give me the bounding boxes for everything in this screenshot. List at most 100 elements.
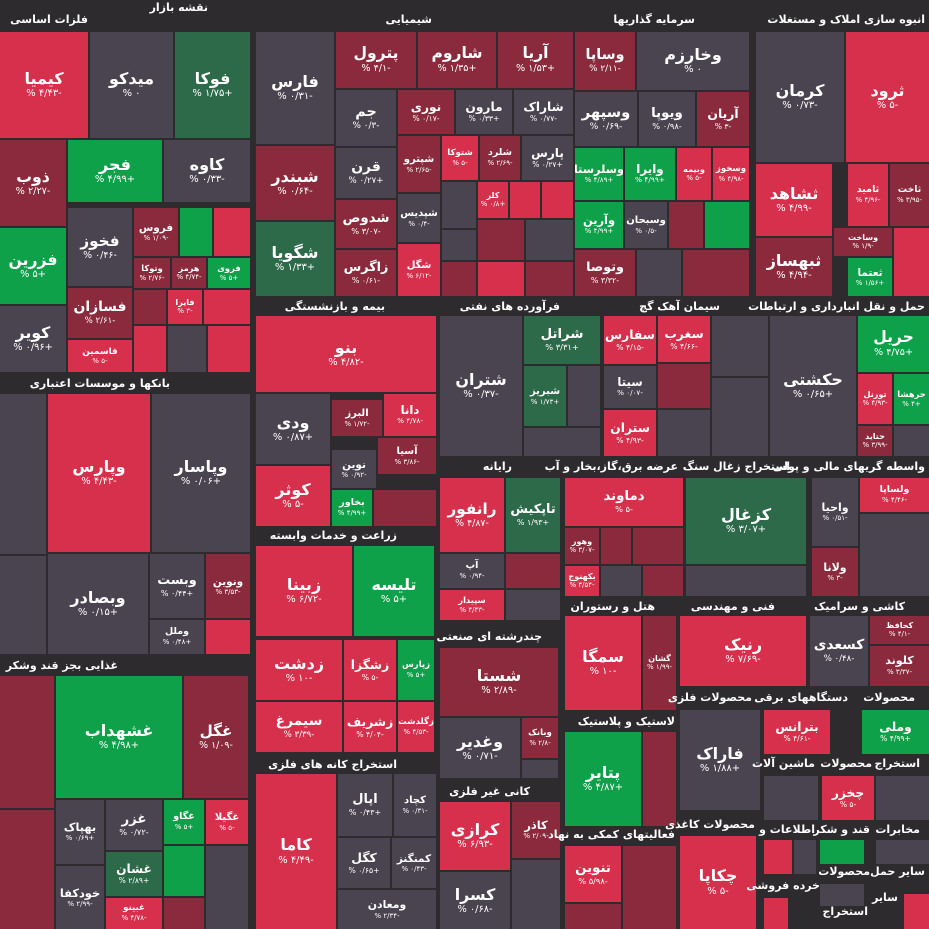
stock-name: بخاور [339,497,365,509]
sector-header: عرضه برق،گاز،بخار و آب [544,460,678,473]
stock-change: -۳/۰۷ % [569,546,595,555]
sector-header: بانکها و موسسات اعتباری [29,377,170,390]
stock-change: -۶/۷۲ % [286,594,322,606]
stock-change: -۴/۷۸ % [121,914,147,923]
stock-name: کیمیا [24,68,64,88]
stock-change: -۰/۳۷ % [463,389,499,401]
stock-tile: تاپکیش +۱/۹۳ % [506,478,560,552]
tile-filler [633,528,683,564]
stock-name: بترانس [775,720,819,735]
stock-tile: وسبحان -۰/۵ % [625,202,667,248]
stock-name: واحیا [821,500,849,514]
stock-name: شتران [455,369,507,389]
sector-header: فلزات اساسی [10,13,88,26]
stock-change: -۰/۴۶ % [83,250,117,262]
stock-change: -۰/۷۷ % [529,114,558,124]
stock-tile: شدوص -۳/۰۷ % [336,200,396,248]
stock-name: کویر [15,323,51,343]
stock-name: کسعدی [813,636,865,653]
stock-name: وسلرستا [575,162,623,177]
tile-filler [904,894,929,929]
stock-name: حکشتی [783,369,843,389]
stock-tile: کلر +۰/۸ % [478,182,508,218]
tile-filler [683,250,749,296]
stock-name: زاگرس [343,259,389,275]
stock-name: کلر [486,191,500,201]
sector-header: زراعت و خدمات وابسته [269,529,397,542]
stock-name: آسیا [396,446,418,458]
stock-tile: وتوصا -۳/۳۲ % [575,250,635,296]
stock-tile: زگلدشت -۴/۵۳ % [398,702,434,752]
stock-name: شپدیس [400,208,438,220]
stock-tile: وبست +۰/۴۴ % [150,554,204,618]
stock-name: هرمز [178,263,200,274]
stock-change: +۰/۶۵ % [348,865,380,875]
sector-header: حمل و نقل انباردارى و ارتباطات [748,300,925,313]
stock-name: کاذر [524,818,548,833]
stock-tile: تلیسه +۵ % [354,546,434,636]
stock-change: +۰/۸۷ % [272,432,314,444]
stock-tile: وسخوز -۴/۹۸ % [713,148,749,200]
tile-filler [510,182,540,218]
stock-change: +۳/۳۱ % [545,341,579,352]
stock-tile: فزرین +۵ % [0,228,66,304]
stock-name: فزرین [8,250,58,270]
stock-change: -۲/۷۶ % [139,273,165,282]
stock-change: -۲/۶۱ % [84,315,116,326]
stock-name: خودکفا [59,885,101,900]
stock-tile: وبانک -۲/۸ % [522,718,558,758]
tile-filler [164,898,204,929]
stock-tile: تنوین -۵/۹۸ % [565,846,621,902]
stock-change: -۳ % [177,307,193,316]
stock-change: ۰ % [684,64,702,76]
stock-change: -۰/۰۷ % [617,388,643,398]
stock-name: شگل [406,260,432,272]
stock-change: -۵ % [686,174,702,183]
stock-tile: ویوپا -۰/۹۸ % [639,92,695,146]
stock-tile: حرهشا +۴ % [894,374,929,424]
stock-change: -۰/۶۹ % [589,121,623,132]
stock-tile: شپدیس -۰/۴ % [398,194,440,242]
stock-name: شلرد [487,147,513,159]
stock-name: کاوه [189,154,225,174]
stock-change: -۴/۹۴ % [776,270,812,282]
stock-name: ثرود [870,80,905,100]
stock-name: زگلدشت [398,716,434,727]
stock-change: -۴/۹۹ % [776,203,812,215]
tile-filler [134,326,166,372]
stock-name: تنوین [575,861,611,877]
stock-change: -۵ % [282,499,304,511]
stock-change: +۰/۳۳ % [468,114,500,124]
tile-filler [860,514,929,596]
sector-header: استخراج [874,757,920,770]
stock-name: غگیلا [214,812,240,824]
stock-name: وتوکا [141,263,163,274]
stock-name: ولساپا [879,484,910,496]
sector-header: کانی غیر فلزی [449,785,530,798]
stock-name: وملی [879,720,912,735]
stock-name: بهپاک [63,820,97,835]
stock-change: -۴/۵۳ % [403,727,429,736]
stock-name: ومعادن [367,898,407,912]
stock-change: +۰/۴۸ % [162,638,192,647]
tile-filler [478,220,524,260]
stock-change: -۴/۴۳ % [81,476,117,488]
stock-name: غگاو [173,811,195,823]
stock-change: ۰ % [122,88,141,100]
stock-name: ثبهساز [766,250,822,270]
stock-name: کگل [351,851,377,866]
stock-name: شتوکا [447,147,473,158]
stock-tile: خودکفا -۲/۹۹ % [56,866,104,929]
sector-header: محصولات فلزی [667,691,752,704]
stock-change: -۵/۹۸ % [578,875,608,886]
tile-filler [658,410,710,456]
stock-change: -۰/۶۴ % [277,186,313,198]
stock-tile: وساخت -۱/۹ % [834,228,892,256]
stock-tile: شتوکا -۵ % [442,136,478,180]
stock-tile: وایرا +۴/۹۹ % [625,148,675,200]
sector-header: بیمه و بازنشستگی [284,300,385,313]
sector-header: ماشین آلات [752,757,815,770]
stock-change: -۶/۹۳ % [457,839,493,851]
stock-tile: شگویا +۱/۳۳ % [256,222,334,296]
sector-header: محصولات کاغذی [664,818,755,831]
